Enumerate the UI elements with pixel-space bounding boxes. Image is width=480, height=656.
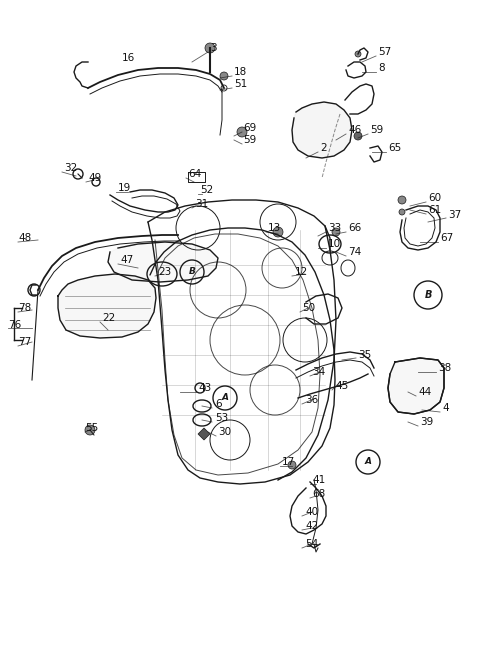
Text: 41: 41 xyxy=(312,475,325,485)
Text: 32: 32 xyxy=(64,163,77,173)
Text: 35: 35 xyxy=(358,350,371,360)
Text: 16: 16 xyxy=(122,53,135,63)
Text: 54: 54 xyxy=(305,539,318,549)
Text: 3: 3 xyxy=(210,43,216,53)
Polygon shape xyxy=(292,102,352,158)
Text: 22: 22 xyxy=(102,313,115,323)
Text: 59: 59 xyxy=(370,125,383,135)
Text: 69: 69 xyxy=(243,123,256,133)
Text: 40: 40 xyxy=(305,507,318,517)
Text: 61: 61 xyxy=(428,205,441,215)
Text: 65: 65 xyxy=(388,143,401,153)
Circle shape xyxy=(237,127,247,137)
Text: B: B xyxy=(189,268,195,276)
Text: 47: 47 xyxy=(120,255,133,265)
Polygon shape xyxy=(58,274,156,338)
Text: 18: 18 xyxy=(234,67,247,77)
Text: 60: 60 xyxy=(428,193,441,203)
Text: 78: 78 xyxy=(18,303,31,313)
Text: 19: 19 xyxy=(118,183,131,193)
Text: 43: 43 xyxy=(198,383,211,393)
Text: 74: 74 xyxy=(348,247,361,257)
Text: 38: 38 xyxy=(438,363,451,373)
Circle shape xyxy=(220,72,228,80)
Text: 13: 13 xyxy=(268,223,281,233)
Circle shape xyxy=(332,228,340,236)
Text: 45: 45 xyxy=(335,381,348,391)
Text: 77: 77 xyxy=(18,337,31,347)
Text: 44: 44 xyxy=(418,387,431,397)
Circle shape xyxy=(288,461,296,469)
Polygon shape xyxy=(198,428,210,440)
Circle shape xyxy=(85,425,95,435)
Text: A: A xyxy=(364,457,372,466)
Text: 67: 67 xyxy=(440,233,453,243)
Circle shape xyxy=(354,132,362,140)
Text: 52: 52 xyxy=(200,185,213,195)
Circle shape xyxy=(399,209,405,215)
Text: B: B xyxy=(424,290,432,300)
Text: 2: 2 xyxy=(320,143,326,153)
Text: 37: 37 xyxy=(448,210,461,220)
Text: 30: 30 xyxy=(218,427,231,437)
Circle shape xyxy=(355,51,361,57)
Text: 36: 36 xyxy=(305,395,318,405)
Text: 76: 76 xyxy=(8,320,21,330)
Text: 55: 55 xyxy=(85,423,98,433)
Text: 66: 66 xyxy=(348,223,361,233)
Text: 6: 6 xyxy=(215,399,222,409)
Text: 10: 10 xyxy=(328,239,341,249)
Text: 42: 42 xyxy=(305,521,318,531)
Circle shape xyxy=(273,227,283,237)
Polygon shape xyxy=(108,242,218,282)
Text: 12: 12 xyxy=(295,267,308,277)
Text: 23: 23 xyxy=(158,267,171,277)
Text: 48: 48 xyxy=(18,233,31,243)
Text: 57: 57 xyxy=(378,47,391,57)
Text: A: A xyxy=(221,394,228,403)
Text: 31: 31 xyxy=(195,199,208,209)
Circle shape xyxy=(398,196,406,204)
Text: 68: 68 xyxy=(312,489,325,499)
Text: 53: 53 xyxy=(215,413,228,423)
Text: 39: 39 xyxy=(420,417,433,427)
Polygon shape xyxy=(388,358,444,414)
Text: 4: 4 xyxy=(442,403,449,413)
Text: 34: 34 xyxy=(312,367,325,377)
Circle shape xyxy=(205,43,215,53)
Text: 59: 59 xyxy=(243,135,256,145)
Text: 49: 49 xyxy=(88,173,101,183)
Text: 64: 64 xyxy=(188,169,201,179)
Text: 17: 17 xyxy=(282,457,295,467)
Text: 46: 46 xyxy=(348,125,361,135)
Text: 33: 33 xyxy=(328,223,341,233)
Text: 51: 51 xyxy=(234,79,247,89)
Text: 50: 50 xyxy=(302,303,315,313)
Text: 8: 8 xyxy=(378,63,384,73)
